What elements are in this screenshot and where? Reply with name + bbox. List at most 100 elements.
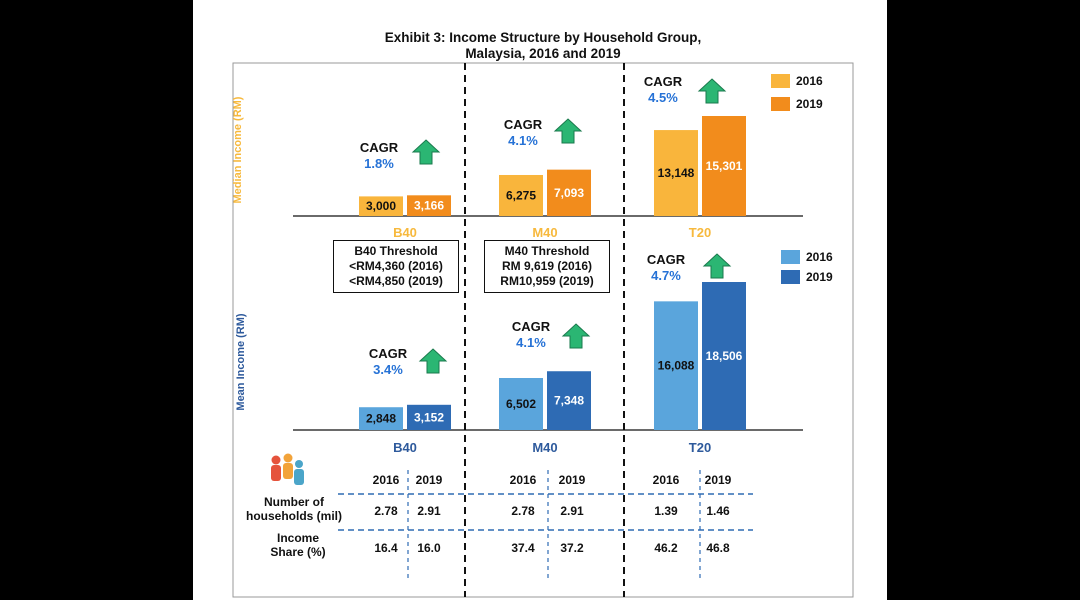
median-value-label-m40-2019: 7,093 bbox=[554, 186, 584, 200]
mean-b40-cagr-title: CAGR bbox=[369, 346, 408, 361]
median-value-label-b40-2019: 3,166 bbox=[414, 199, 444, 213]
median-value-label-b40-2016: 3,000 bbox=[366, 199, 396, 213]
households-cell: 2.78 bbox=[374, 504, 398, 518]
median-value-label-m40-2016: 6,275 bbox=[506, 188, 536, 202]
b40-threshold-title: B40 Threshold bbox=[354, 244, 438, 258]
households-cell: 2.78 bbox=[511, 504, 535, 518]
mean-value-label-t20-2016: 16,088 bbox=[658, 359, 695, 373]
b40-threshold-2016: <RM4,360 (2016) bbox=[349, 259, 443, 273]
family-icon-body-0 bbox=[271, 465, 281, 481]
mean-t20-up-arrow-icon bbox=[702, 253, 732, 279]
chart-title: Exhibit 3: Income Structure by Household… bbox=[343, 30, 743, 62]
mean-bar-b40-2016 bbox=[359, 407, 403, 430]
income-share-cell: 16.0 bbox=[417, 541, 441, 555]
b40-threshold-box: B40 Threshold <RM4,360 (2016) <RM4,850 (… bbox=[333, 240, 459, 293]
mean-bar-m40-2019 bbox=[547, 371, 591, 430]
mean-legend-2019: 2019 bbox=[806, 270, 833, 284]
mean-m40-up-arrow-icon bbox=[561, 323, 591, 349]
family-icon-head-0 bbox=[271, 455, 281, 465]
table-header-year: 2019 bbox=[705, 473, 732, 487]
mean-bar-t20-2016 bbox=[654, 301, 698, 430]
median-bar-b40-2019 bbox=[407, 195, 451, 216]
m40-threshold-box: M40 Threshold RM 9,619 (2016) RM10,959 (… bbox=[484, 240, 610, 293]
table-header-year: 2019 bbox=[416, 473, 443, 487]
mean-category-label-t20: T20 bbox=[689, 440, 711, 455]
table-header-year: 2016 bbox=[373, 473, 400, 487]
table-header-year: 2016 bbox=[510, 473, 537, 487]
households-label-line-1: Number of bbox=[264, 495, 324, 509]
mean-value-label-m40-2019: 7,348 bbox=[554, 394, 584, 408]
mean-bar-t20-2019 bbox=[702, 282, 746, 430]
median-legend-2019: 2019 bbox=[796, 97, 823, 111]
income-share-cell: 46.2 bbox=[654, 541, 678, 555]
chart-frame bbox=[232, 62, 854, 598]
median-legend-swatch-2019 bbox=[771, 97, 790, 111]
b40-threshold-2019: <RM4,850 (2019) bbox=[349, 274, 443, 288]
median-category-label-b40: B40 bbox=[393, 225, 417, 240]
family-icon-body-2 bbox=[294, 469, 304, 485]
family-icon-body-1 bbox=[283, 463, 293, 479]
median-bar-b40-2016 bbox=[359, 196, 403, 216]
mean-legend-swatch-2016 bbox=[781, 250, 800, 264]
income-share-cell: 37.2 bbox=[560, 541, 584, 555]
mean-bar-m40-2016 bbox=[499, 378, 543, 430]
family-icon-head-2 bbox=[295, 460, 303, 468]
median-m40-cagr-title: CAGR bbox=[504, 117, 543, 132]
median-legend-2016: 2016 bbox=[796, 74, 823, 88]
exhibit-slide: Exhibit 3: Income Structure by Household… bbox=[193, 0, 887, 600]
median-t20-cagr-value: 4.5% bbox=[648, 90, 678, 105]
mean-b40-cagr-value: 3.4% bbox=[373, 362, 403, 377]
mean-b40-up-arrow-icon bbox=[418, 348, 448, 374]
mean-t20-cagr-value: 4.7% bbox=[651, 268, 681, 283]
mean-value-label-m40-2016: 6,502 bbox=[506, 397, 536, 411]
family-icon-head-1 bbox=[283, 453, 293, 463]
share-label-line-1: Income bbox=[276, 531, 319, 545]
mean-value-label-t20-2019: 18,506 bbox=[706, 349, 743, 363]
median-value-label-t20-2019: 15,301 bbox=[706, 159, 743, 173]
share-row-label: Income Share (%) bbox=[253, 531, 343, 559]
title-line-1: Exhibit 3: Income Structure by Household… bbox=[384, 30, 702, 45]
median-t20-up-arrow-icon bbox=[697, 78, 727, 104]
median-t20-cagr-title: CAGR bbox=[644, 74, 683, 89]
table-header-year: 2019 bbox=[559, 473, 586, 487]
income-share-cell: 46.8 bbox=[706, 541, 730, 555]
mean-legend-swatch-2019 bbox=[781, 270, 800, 284]
mean-y-axis-label: Mean Income (RM) bbox=[235, 313, 247, 411]
median-bar-t20-2016 bbox=[654, 130, 698, 216]
households-cell: 1.39 bbox=[654, 504, 678, 518]
m40-threshold-2016: RM 9,619 (2016) bbox=[501, 259, 593, 273]
median-category-label-m40: M40 bbox=[532, 225, 557, 240]
mean-value-label-b40-2016: 2,848 bbox=[366, 412, 396, 426]
median-value-label-t20-2016: 13,148 bbox=[658, 166, 695, 180]
median-m40-cagr-value: 4.1% bbox=[508, 133, 538, 148]
median-bar-t20-2019 bbox=[702, 116, 746, 216]
households-cell: 2.91 bbox=[417, 504, 441, 518]
mean-m40-cagr-title: CAGR bbox=[512, 319, 551, 334]
m40-threshold-title: M40 Threshold bbox=[504, 244, 590, 258]
mean-value-label-b40-2019: 3,152 bbox=[414, 410, 444, 424]
income-chart: 3,000 6,275 13,148 3,166 7,093 15,301 B40 M40 T2… bbox=[232, 62, 854, 598]
share-label-line-2: Share (%) bbox=[270, 545, 326, 559]
households-row-label: Number of households (mil) bbox=[233, 495, 355, 523]
table-header-year: 2016 bbox=[653, 473, 680, 487]
mean-category-label-m40: M40 bbox=[532, 440, 557, 455]
m40-threshold-2019: RM10,959 (2019) bbox=[500, 274, 594, 288]
income-share-cell: 16.4 bbox=[374, 541, 398, 555]
median-bar-m40-2016 bbox=[499, 174, 543, 216]
median-y-axis-label: Median Income (RM) bbox=[232, 96, 244, 204]
median-m40-up-arrow-icon bbox=[553, 118, 583, 144]
median-legend-swatch-2016 bbox=[771, 74, 790, 88]
income-share-cell: 37.4 bbox=[511, 541, 535, 555]
mean-m40-cagr-value: 4.1% bbox=[516, 335, 546, 350]
median-b40-cagr-title: CAGR bbox=[360, 140, 399, 155]
mean-category-label-b40: B40 bbox=[393, 440, 417, 455]
title-line-2: Malaysia, 2016 and 2019 bbox=[465, 46, 621, 61]
households-cell: 1.46 bbox=[706, 504, 730, 518]
median-category-label-t20: T20 bbox=[689, 225, 711, 240]
mean-bar-b40-2019 bbox=[407, 404, 451, 430]
mean-t20-cagr-title: CAGR bbox=[647, 252, 686, 267]
households-cell: 2.91 bbox=[560, 504, 584, 518]
median-bar-m40-2019 bbox=[547, 169, 591, 216]
median-b40-cagr-value: 1.8% bbox=[364, 156, 394, 171]
mean-legend-2016: 2016 bbox=[806, 250, 833, 264]
